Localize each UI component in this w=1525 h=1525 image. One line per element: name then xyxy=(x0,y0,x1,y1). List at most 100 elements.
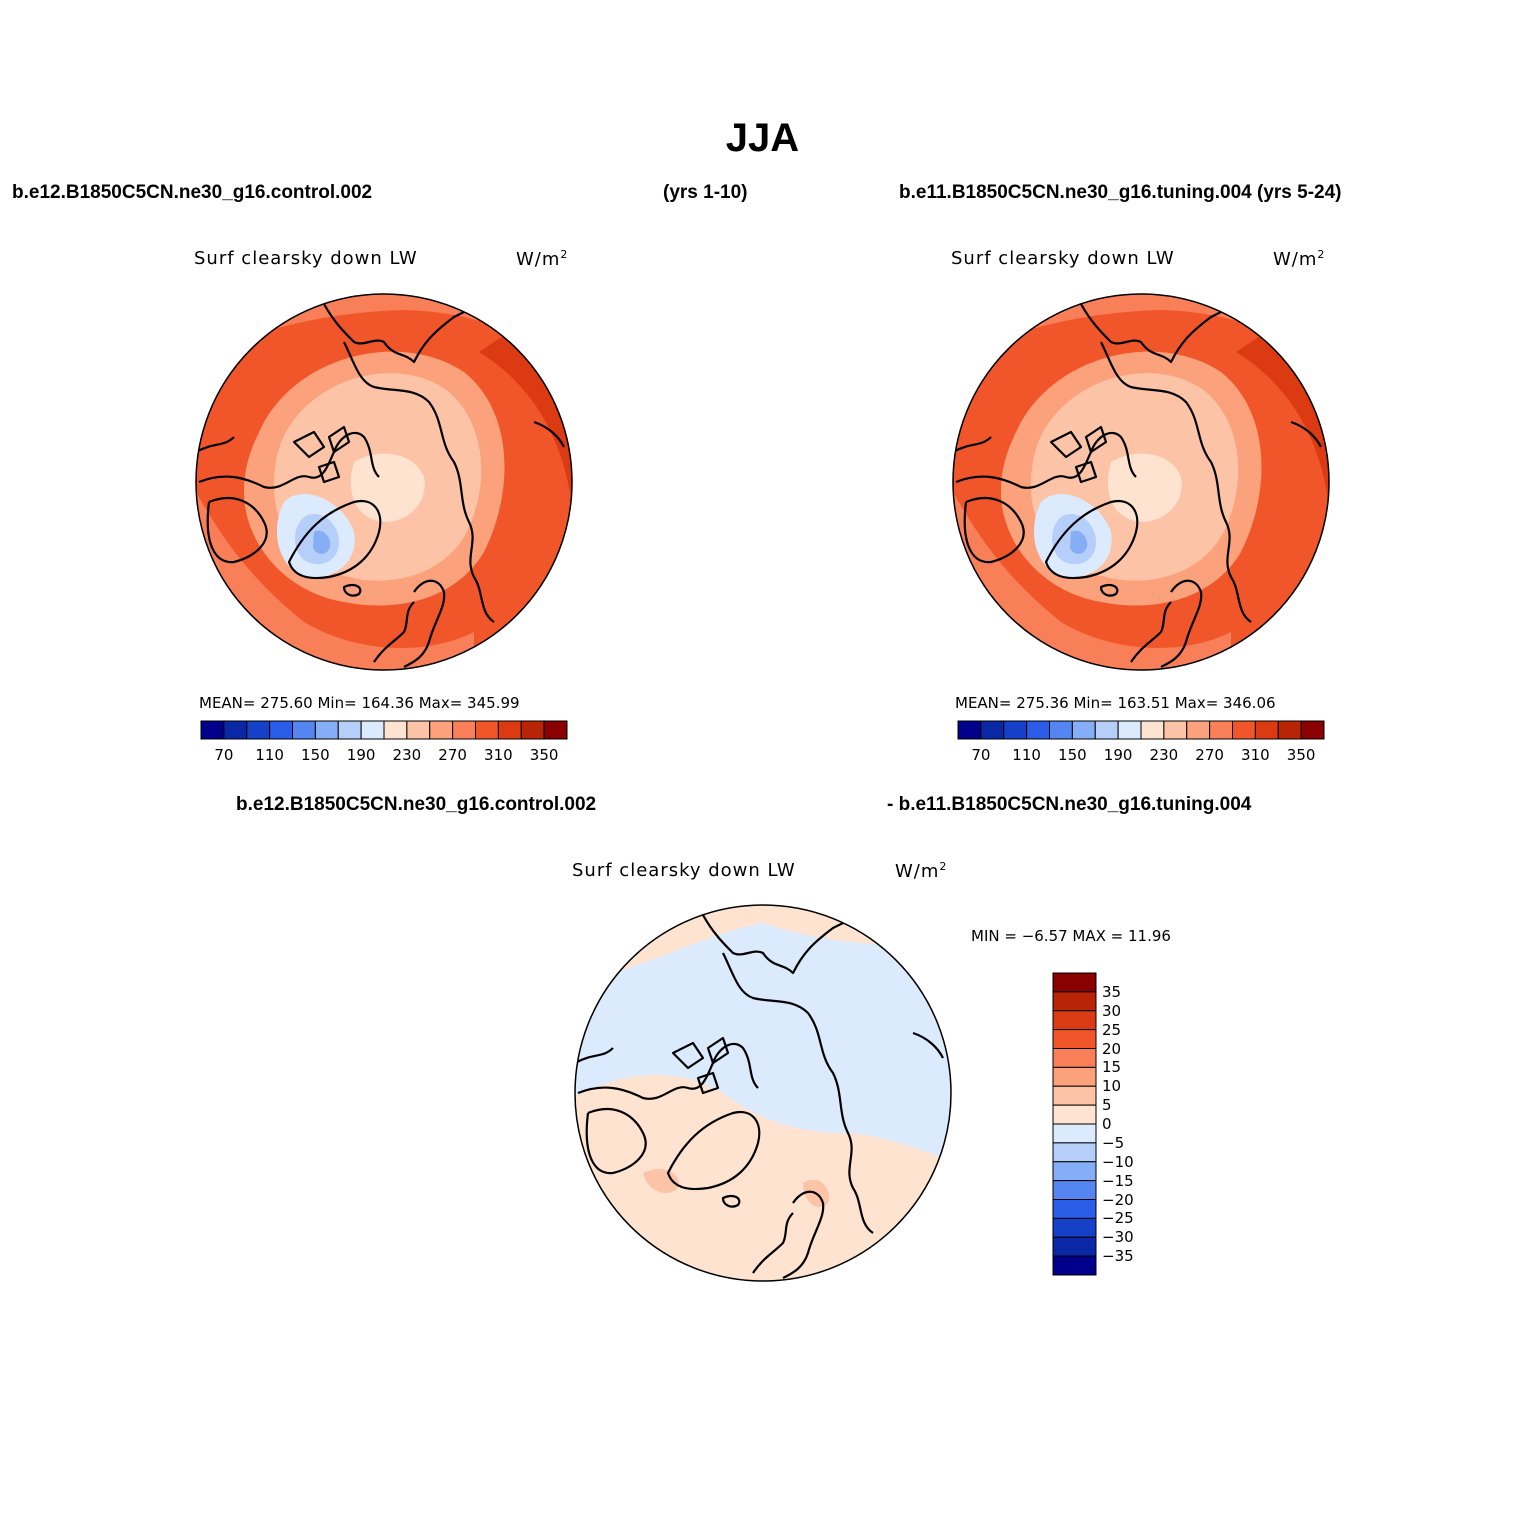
left-colorbar-swatch xyxy=(200,720,225,740)
left-colorbar-swatch xyxy=(292,720,316,740)
diff-map xyxy=(575,905,951,1281)
right-colorbar-swatch xyxy=(1232,720,1256,740)
diff-colorbar-swatch xyxy=(1052,1066,1097,1087)
right-colorbar-tick-label: 150 xyxy=(1058,746,1087,764)
right-colorbar-tick-label: 110 xyxy=(1012,746,1041,764)
left-colorbar-swatch xyxy=(360,720,385,740)
left-colorbar-swatch xyxy=(429,720,454,740)
left-colorbar-tick-label: 190 xyxy=(346,746,376,764)
left-colorbar-tick-label: 150 xyxy=(301,746,330,764)
left-colorbar-tick-label: 110 xyxy=(255,746,284,764)
diff-panel-stats: MIN = −6.57 MAX = 11.96 xyxy=(971,927,1171,945)
right-colorbar-tick-label: 190 xyxy=(1103,746,1133,764)
right-colorbar-swatch xyxy=(1117,720,1142,740)
diff-colorbar-tick-label: −35 xyxy=(1102,1247,1134,1266)
right-colorbar-swatch xyxy=(1026,720,1050,740)
left-years-header: (yrs 1-10) xyxy=(663,182,748,203)
left-panel-variable: Surf clearsky down LW xyxy=(194,248,418,269)
left-map-border xyxy=(195,293,573,671)
diff-panel-variable: Surf clearsky down LW xyxy=(572,860,796,881)
left-colorbar-swatch xyxy=(314,720,339,740)
left-colorbar-swatch xyxy=(452,720,476,740)
left-colorbar-tick-label: 230 xyxy=(392,746,422,764)
diff-colorbar-tick-label: 30 xyxy=(1102,1001,1122,1020)
right-case-header: b.e11.B1850C5CN.ne30_g16.tuning.004 (yrs… xyxy=(899,182,1342,203)
left-colorbar-swatch xyxy=(475,720,499,740)
right-colorbar-swatch xyxy=(1300,720,1325,740)
left-colorbar-swatch xyxy=(223,720,248,740)
diff-colorbar-swatch xyxy=(1052,1104,1097,1125)
left-colorbar-swatch xyxy=(543,720,568,740)
right-colorbar-tick-label: 70 xyxy=(971,746,991,764)
left-colorbar-tick-label: 350 xyxy=(529,746,559,764)
right-colorbar xyxy=(957,720,1325,740)
diff-colorbar-swatch xyxy=(1052,1180,1097,1200)
diff-colorbar-tick-label: 35 xyxy=(1102,982,1122,1001)
left-panel-stats: MEAN= 275.60 Min= 164.36 Max= 345.99 xyxy=(199,694,520,712)
diff-colorbar xyxy=(1052,972,1097,1276)
diff-colorbar-swatch xyxy=(1052,1199,1097,1219)
left-map xyxy=(196,294,572,670)
diff-colorbar-swatch xyxy=(1052,1217,1097,1238)
diff-colorbar-swatch xyxy=(1052,972,1097,993)
left-case-header: b.e12.B1850C5CN.ne30_g16.control.002 xyxy=(12,182,373,203)
diff-case-a-header: b.e12.B1850C5CN.ne30_g16.control.002 xyxy=(236,794,597,815)
right-colorbar-swatch xyxy=(1094,720,1119,740)
diff-colorbar-swatch xyxy=(1052,1142,1097,1163)
right-colorbar-swatch xyxy=(1186,720,1211,740)
diff-colorbar-swatch xyxy=(1052,991,1097,1012)
right-colorbar-swatch xyxy=(1049,720,1073,740)
right-colorbar-tick-label: 230 xyxy=(1149,746,1179,764)
left-colorbar-swatch xyxy=(383,720,408,740)
right-colorbar-swatch xyxy=(1254,720,1279,740)
right-colorbar-tick-label: 310 xyxy=(1241,746,1270,764)
diff-colorbar-tick-label: −25 xyxy=(1102,1209,1134,1228)
diff-colorbar-tick-label: −20 xyxy=(1102,1190,1134,1209)
diff-colorbar-swatch xyxy=(1052,1010,1097,1031)
left-panel-units: W/m2 xyxy=(516,248,569,270)
right-colorbar-swatch xyxy=(1163,720,1188,740)
diff-colorbar-tick-label: −30 xyxy=(1102,1228,1134,1247)
right-panel-units: W/m2 xyxy=(1273,248,1326,270)
diff-colorbar-tick-label: 15 xyxy=(1102,1058,1122,1077)
diff-colorbar-swatch xyxy=(1052,1161,1097,1182)
right-colorbar-swatch xyxy=(1003,720,1028,740)
left-colorbar-swatch xyxy=(246,720,271,740)
diff-colorbar-tick-label: 0 xyxy=(1102,1115,1112,1133)
right-colorbar-swatch xyxy=(980,720,1005,740)
left-colorbar xyxy=(200,720,568,740)
right-colorbar-swatch xyxy=(1071,720,1096,740)
diff-colorbar-tick-label: 20 xyxy=(1102,1039,1122,1058)
left-colorbar-tick-label: 310 xyxy=(484,746,513,764)
right-map-border xyxy=(952,293,1330,671)
left-colorbar-swatch xyxy=(497,720,522,740)
right-colorbar-swatch xyxy=(1209,720,1233,740)
left-colorbar-swatch xyxy=(520,720,545,740)
diff-colorbar-swatch xyxy=(1052,1085,1097,1106)
diff-colorbar-tick-label: 10 xyxy=(1102,1077,1122,1096)
diff-colorbar-tick-label: −15 xyxy=(1102,1171,1134,1190)
left-colorbar-tick-label: 70 xyxy=(214,746,234,764)
diff-colorbar-swatch xyxy=(1052,1123,1097,1144)
diff-case-b-header: - b.e11.B1850C5CN.ne30_g16.tuning.004 xyxy=(887,794,1252,815)
right-colorbar-swatch xyxy=(1277,720,1302,740)
diff-map-border xyxy=(574,904,952,1282)
diff-colorbar-swatch xyxy=(1052,1048,1097,1068)
right-colorbar-swatch xyxy=(1140,720,1165,740)
diff-colorbar-tick-label: 5 xyxy=(1102,1096,1112,1115)
main-title: JJA xyxy=(725,116,800,160)
left-colorbar-swatch xyxy=(406,720,431,740)
right-colorbar-tick-label: 270 xyxy=(1195,746,1224,764)
left-colorbar-swatch xyxy=(269,720,293,740)
left-colorbar-swatch xyxy=(337,720,362,740)
right-panel-stats: MEAN= 275.36 Min= 163.51 Max= 346.06 xyxy=(955,694,1276,712)
diff-colorbar-swatch xyxy=(1052,1029,1097,1049)
diff-colorbar-tick-label: −5 xyxy=(1102,1133,1125,1152)
right-colorbar-tick-label: 350 xyxy=(1286,746,1316,764)
left-colorbar-tick-label: 270 xyxy=(438,746,467,764)
diff-colorbar-swatch xyxy=(1052,1255,1097,1276)
right-colorbar-swatch xyxy=(957,720,982,740)
diff-colorbar-tick-label: −10 xyxy=(1102,1152,1134,1171)
right-panel-variable: Surf clearsky down LW xyxy=(951,248,1175,269)
